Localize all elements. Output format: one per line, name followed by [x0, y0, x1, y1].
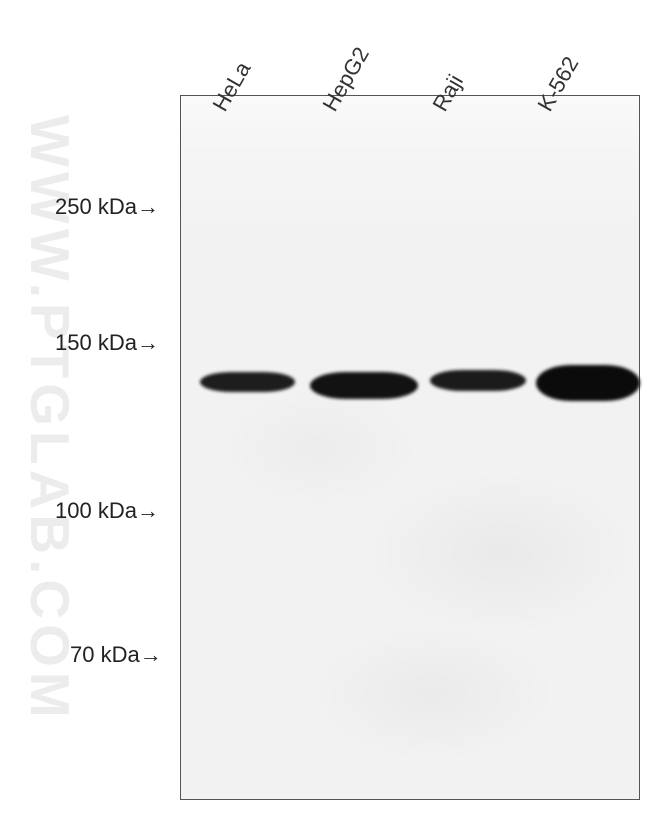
band-raji: [430, 370, 526, 391]
marker-150kda: 150 kDa→: [55, 330, 159, 356]
marker-250kda: 250 kDa→: [55, 194, 159, 220]
band-hepg2: [310, 372, 418, 399]
band-k562: [536, 365, 640, 401]
marker-70kda: 70 kDa→: [70, 642, 162, 668]
blot-membrane: [180, 95, 640, 800]
membrane-noise: [181, 96, 639, 799]
marker-100kda: 100 kDa→: [55, 498, 159, 524]
band-hela: [200, 372, 295, 392]
